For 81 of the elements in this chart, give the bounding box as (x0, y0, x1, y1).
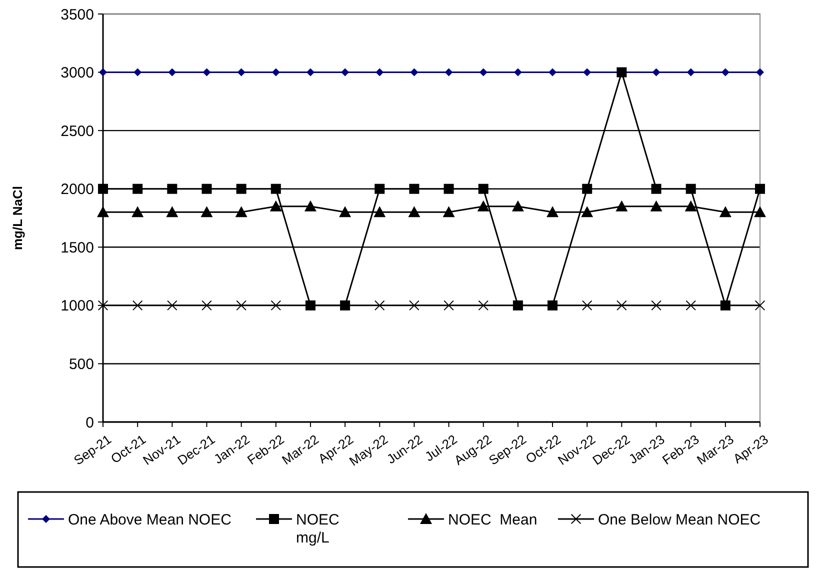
point (270, 200, 282, 212)
point (132, 206, 144, 218)
point (755, 300, 765, 310)
point (581, 206, 594, 218)
point (444, 300, 454, 310)
point (582, 184, 592, 194)
point (374, 300, 385, 310)
point (651, 184, 662, 194)
y-axis-title: mg/L NaCl (10, 186, 25, 250)
point (236, 300, 246, 310)
point (478, 184, 488, 194)
point (376, 68, 384, 76)
point (374, 206, 386, 218)
y-tick-label: 2000 (60, 181, 94, 198)
point (719, 206, 732, 218)
y-tick-label: 2500 (60, 122, 94, 140)
point (478, 300, 488, 310)
y-tick-label: 3500 (60, 6, 94, 24)
point (548, 68, 557, 76)
point (202, 184, 212, 194)
point (650, 200, 662, 212)
point (339, 206, 352, 218)
point (616, 200, 628, 212)
point (200, 206, 213, 218)
point (168, 68, 176, 76)
y-tick-label: 3000 (60, 64, 94, 82)
point (410, 68, 418, 76)
point (686, 300, 696, 310)
point (409, 300, 420, 310)
point (374, 184, 385, 194)
point (514, 68, 522, 76)
point (583, 68, 592, 76)
legend-label: NOEC Mean (448, 511, 538, 528)
point (686, 68, 695, 76)
point (652, 68, 660, 76)
y-tick-label: 1000 (60, 298, 94, 315)
point (477, 200, 490, 212)
point (97, 206, 109, 218)
point (304, 200, 316, 212)
point (236, 184, 246, 194)
legend-label: NOEC mg/L (296, 511, 340, 546)
point (237, 68, 246, 76)
point (166, 206, 178, 218)
point (167, 184, 178, 194)
point (98, 300, 108, 310)
point (270, 184, 281, 194)
point (442, 206, 455, 218)
point (616, 300, 627, 310)
point (512, 200, 524, 212)
point (132, 300, 143, 310)
legend-label: One Below Mean NOEC (598, 511, 761, 528)
point (686, 184, 696, 194)
point (546, 206, 559, 218)
y-tick-label: 1500 (60, 239, 94, 256)
point (444, 68, 453, 76)
point (270, 300, 281, 310)
point (202, 300, 212, 310)
point (341, 68, 350, 76)
point (235, 206, 248, 218)
point (134, 68, 142, 76)
y-tick-label: 0 (86, 414, 94, 432)
point (202, 68, 211, 76)
point (756, 68, 764, 76)
point (167, 300, 178, 310)
point (98, 184, 108, 194)
y-tick-label: 500 (68, 356, 94, 373)
point (479, 68, 488, 76)
point (651, 300, 662, 310)
point (409, 184, 420, 194)
point (684, 200, 697, 212)
point (721, 68, 730, 76)
legend-label: One Above Mean NOEC (68, 511, 232, 528)
point (132, 184, 143, 194)
point (582, 300, 592, 310)
point (444, 184, 454, 194)
point (754, 206, 766, 218)
point (306, 68, 314, 76)
point (755, 184, 765, 194)
point (408, 206, 420, 218)
point (272, 68, 280, 76)
point (99, 68, 107, 76)
